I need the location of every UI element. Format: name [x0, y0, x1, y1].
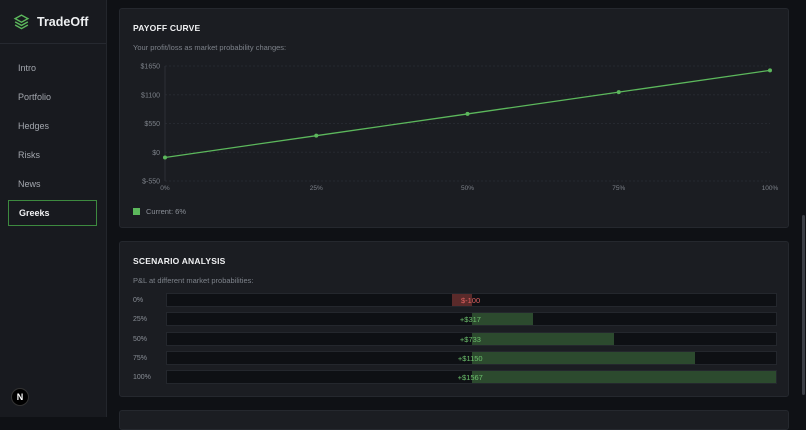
- scenario-bar-fill: [471, 371, 776, 384]
- scenario-analysis-card: SCENARIO ANALYSIS P&L at different marke…: [119, 241, 789, 397]
- brand[interactable]: TradeOff: [0, 0, 106, 44]
- scenario-bar-track: $-100: [166, 293, 777, 307]
- sidebar-item-intro[interactable]: Intro: [18, 62, 37, 73]
- data-point: [768, 68, 772, 73]
- scenario-row: 75% +$1150: [133, 350, 777, 366]
- layers-icon: [13, 14, 30, 30]
- scenario-row: 50% +$733: [133, 331, 777, 347]
- sidebar-item-portfolio[interactable]: Portfolio: [18, 91, 52, 102]
- scenario-bar-track: +$1567: [166, 370, 777, 385]
- sidebar: TradeOff Intro Portfolio Hedges Risks News Gr…: [0, 0, 107, 417]
- chart-legend: Current: 6%: [133, 207, 186, 216]
- y-tick-label: $1100: [141, 92, 160, 99]
- scenario-row: 25% +$317: [133, 312, 777, 327]
- legend-swatch: [133, 208, 140, 215]
- y-tick-label: $1650: [141, 64, 161, 71]
- x-tick-label: 25%: [310, 185, 323, 192]
- next-badge-icon[interactable]: N: [11, 388, 29, 406]
- scenario-bar-track: +$733: [166, 331, 777, 346]
- x-tick-label: 0%: [160, 185, 170, 192]
- scenario-row: 100% +$1567: [133, 370, 777, 385]
- sidebar-nav: Intro Portfolio Hedges Risks News Greeks: [0, 44, 106, 226]
- scenario-row: 0% $-100: [133, 293, 777, 308]
- scenario-bar-fill: [452, 294, 472, 306]
- scenario-probability: 0%: [133, 297, 144, 304]
- scenario-value: +$733: [459, 334, 481, 344]
- data-point: [616, 90, 621, 95]
- data-point: [163, 155, 167, 160]
- sidebar-item-greeks[interactable]: Greeks: [8, 200, 97, 226]
- scenario-bar-fill: [471, 313, 534, 326]
- scenario-bar-track: +$1150: [166, 350, 777, 365]
- scenario-bar-fill: [471, 332, 614, 345]
- scenario-probability: 100%: [133, 374, 151, 382]
- y-tick-label: $0: [152, 150, 160, 157]
- legend-label: Current: 6%: [146, 207, 187, 216]
- sidebar-item-risks[interactable]: Risks: [18, 149, 40, 160]
- payoff-title: PAYOFF CURVE: [133, 23, 201, 33]
- payoff-curve-card: PAYOFF CURVE Your profit/loss as market …: [119, 8, 789, 228]
- scenario-probability: 25%: [133, 316, 148, 324]
- scenario-bar-fill: [471, 351, 695, 364]
- scenario-subtitle: P&L at different market probabilities:: [133, 276, 254, 285]
- data-point: [314, 133, 319, 138]
- payoff-subtitle: Your profit/loss as market probability c…: [133, 43, 287, 52]
- app-name: TradeOff: [37, 14, 89, 29]
- scenario-title: SCENARIO ANALYSIS: [133, 256, 226, 266]
- scenario-probability: 50%: [133, 335, 148, 343]
- scenario-value: $-100: [460, 296, 481, 305]
- sidebar-item-hedges[interactable]: Hedges: [18, 120, 50, 131]
- scenario-value: +$1567: [457, 373, 483, 383]
- next-card: [119, 410, 789, 430]
- y-tick-label: $-550: [142, 179, 160, 186]
- x-tick-label: 50%: [461, 185, 474, 192]
- scenario-value: +$317: [459, 315, 481, 325]
- sidebar-item-news[interactable]: News: [18, 178, 41, 189]
- scenario-value: +$1150: [457, 353, 483, 363]
- y-tick-label: $550: [144, 121, 160, 128]
- data-point: [465, 111, 470, 116]
- scenario-probability: 75%: [133, 354, 148, 362]
- scenario-bar-track: +$317: [166, 312, 777, 327]
- x-tick-label: 75%: [612, 185, 625, 192]
- x-tick-label: 100%: [762, 185, 779, 192]
- scrollbar[interactable]: [802, 215, 805, 395]
